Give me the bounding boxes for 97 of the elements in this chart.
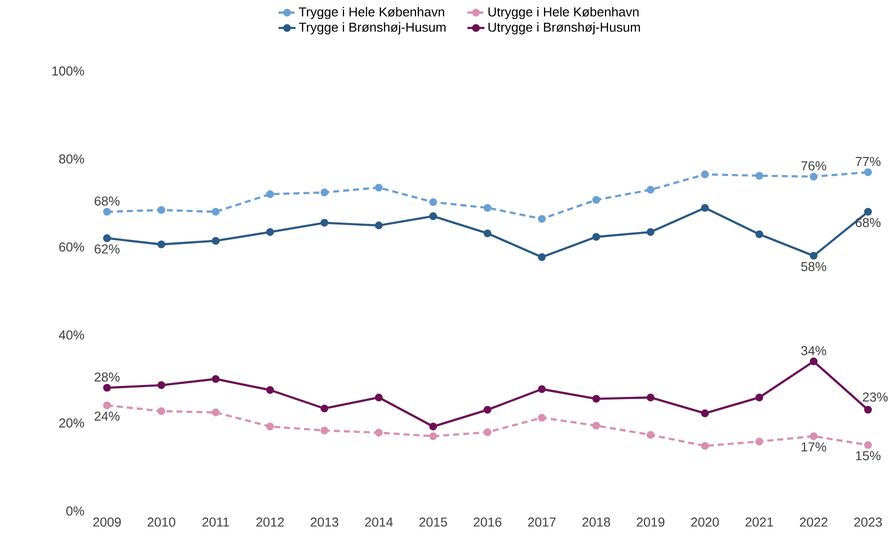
y-tick-label: 0% xyxy=(66,506,84,516)
point xyxy=(755,438,764,446)
data-label: 68% xyxy=(856,218,881,228)
point xyxy=(212,236,220,245)
point xyxy=(592,196,600,204)
point xyxy=(701,170,709,178)
point xyxy=(212,408,220,416)
point xyxy=(646,186,654,194)
point xyxy=(320,218,328,227)
point xyxy=(374,394,383,402)
point xyxy=(810,432,818,440)
x-tick-label: 2012 xyxy=(256,518,284,527)
point xyxy=(157,206,166,214)
point xyxy=(212,375,220,383)
x-tick-label: 2015 xyxy=(419,518,447,527)
data-label: 17% xyxy=(802,442,826,452)
point xyxy=(484,204,492,212)
y-tick-label: 80% xyxy=(59,154,84,164)
y-tick-label: 100% xyxy=(52,66,84,76)
point xyxy=(266,190,274,198)
point xyxy=(429,198,438,206)
data-label: 77% xyxy=(856,156,881,166)
data-label: 15% xyxy=(856,451,881,460)
point xyxy=(646,394,654,402)
point xyxy=(755,172,764,180)
data-label: 23% xyxy=(862,392,888,402)
point xyxy=(157,407,166,416)
data-label: 24% xyxy=(94,412,120,421)
point xyxy=(810,358,818,366)
point xyxy=(266,422,274,430)
point xyxy=(429,432,438,440)
point xyxy=(864,168,872,176)
point xyxy=(484,229,492,238)
x-tick-label: 2019 xyxy=(636,518,664,527)
point xyxy=(592,232,600,241)
y-tick-label: 60% xyxy=(59,242,84,252)
point xyxy=(864,208,872,216)
point xyxy=(538,253,546,261)
data-label: 76% xyxy=(801,161,826,170)
point xyxy=(374,428,383,437)
y-tick-label: 40% xyxy=(58,330,84,340)
x-tick-label: 2014 xyxy=(365,518,393,527)
point xyxy=(266,386,274,394)
x-tick-label: 2018 xyxy=(582,518,610,527)
point xyxy=(646,430,654,439)
point xyxy=(646,228,654,236)
y-tick-label: 20% xyxy=(59,418,84,428)
data-label: 68% xyxy=(94,196,120,206)
x-tick-label: 2020 xyxy=(691,518,719,527)
point xyxy=(864,406,872,414)
x-tick-label: 2009 xyxy=(93,518,121,527)
point xyxy=(157,240,166,248)
point xyxy=(701,442,709,450)
point xyxy=(484,428,492,436)
point xyxy=(701,409,709,418)
x-tick-label: 2016 xyxy=(474,518,502,527)
legend-label: Utrygge i Hele København xyxy=(488,6,639,20)
point xyxy=(755,230,764,238)
x-tick-label: 2021 xyxy=(746,518,774,527)
point xyxy=(320,188,328,196)
data-label: 28% xyxy=(94,372,120,382)
point xyxy=(429,212,438,220)
point xyxy=(755,394,764,402)
point xyxy=(212,208,220,216)
x-tick-label: 2010 xyxy=(148,518,176,527)
data-label: 34% xyxy=(801,346,826,356)
point xyxy=(374,184,383,192)
point xyxy=(484,406,492,414)
x-tick-label: 2011 xyxy=(202,518,230,527)
legend-label: Trygge i Hele København xyxy=(298,6,444,20)
point xyxy=(103,402,111,410)
point xyxy=(429,422,438,430)
point xyxy=(538,414,546,422)
point xyxy=(592,394,600,403)
x-tick-label: 2013 xyxy=(310,518,338,527)
point xyxy=(374,222,383,230)
legend-label: Trygge i Brønshøj-Husum xyxy=(298,22,446,34)
point xyxy=(103,208,111,216)
point xyxy=(320,426,328,434)
point xyxy=(810,172,818,180)
x-tick-label: 2023 xyxy=(854,518,882,527)
x-tick-label: 2022 xyxy=(800,518,828,527)
data-label: 62% xyxy=(94,244,120,254)
legend-label: Utrygge i Brønshøj-Husum xyxy=(488,22,640,34)
point xyxy=(810,252,818,260)
point xyxy=(538,214,546,223)
point xyxy=(103,234,111,242)
point xyxy=(864,441,872,449)
data-label: 58% xyxy=(801,262,826,272)
point xyxy=(538,385,546,394)
point xyxy=(103,384,111,392)
point xyxy=(592,422,600,430)
point xyxy=(701,204,709,212)
point xyxy=(157,381,166,390)
x-tick-label: 2017 xyxy=(528,518,556,527)
point xyxy=(266,228,274,236)
point xyxy=(320,404,328,412)
